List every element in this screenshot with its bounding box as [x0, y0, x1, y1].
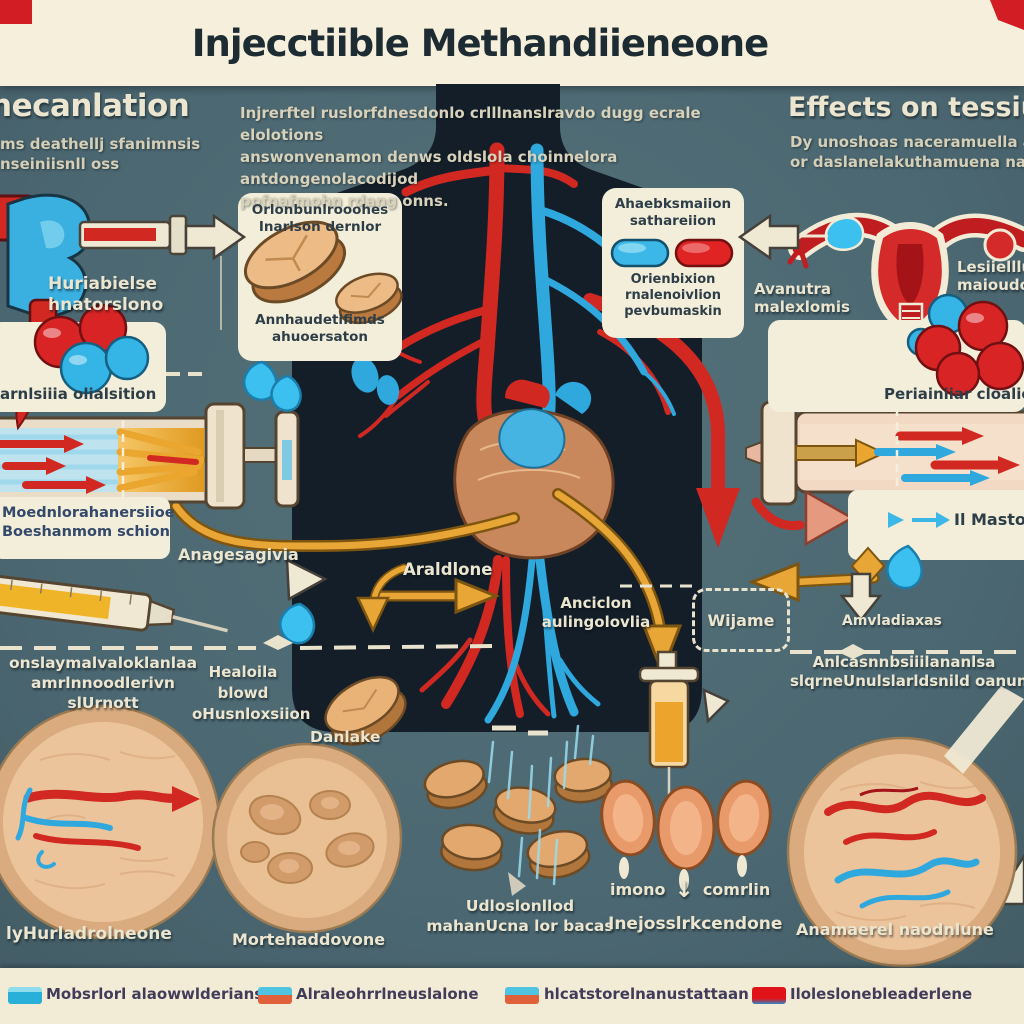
uterus-icon [783, 212, 1024, 336]
undesired-label1: Udloslonllod [465, 897, 575, 915]
anciclon-label1: Anciclon [560, 594, 632, 612]
healthy-label3: oHusnloxsiion [192, 705, 311, 723]
circle-right-label: Anamaerel naodnlune [796, 920, 994, 939]
pills-box-bottom2: ahuoersaton [272, 329, 368, 345]
capsules-box-top1: Ahaebksmaiion [614, 196, 732, 212]
left-mid-label1: onslaymalvaloklanlaa [8, 654, 198, 672]
intro-line1: Injrerftel ruslorfdnesdonlo crlllnanslra… [240, 104, 701, 144]
circle-left-label: lyHurladrolneone [6, 924, 172, 944]
legend-label-1: Mobsrlorl alaowwlderians [46, 985, 264, 1003]
left-section-title: necanlation [0, 88, 190, 124]
right-section-title: Effects on tessius an [788, 92, 1024, 123]
legend-label-2: Alraleohrrlneuslalone [296, 985, 479, 1003]
legend-label-4: Iloleslonebleaderlene [790, 985, 973, 1003]
dash-diamond-icon [838, 644, 868, 659]
corner-mark-icon [0, 0, 32, 24]
imono-label: imono [610, 880, 666, 899]
pill-cluster-icon [423, 757, 613, 879]
left-mid-label2: amrlnnoodlerivn slUrnott [31, 674, 175, 712]
lung-icon [376, 375, 400, 405]
capsules-box-bottom2: rnalenoivlion [625, 288, 721, 303]
legend-swatch-blue-orange [258, 987, 292, 1004]
injectable-bottom-label: Inejosslrkcendone [608, 914, 783, 934]
white-ribbon-icon [944, 686, 1024, 774]
glands-icon [600, 779, 772, 891]
legend: Mobsrlorl alaowwlderians Alraleohrrlneus… [0, 968, 1024, 1024]
red-down-arrow-icon [696, 488, 740, 548]
right-section-sub2: or daslanelakuthamuena naua [790, 153, 1024, 171]
flow-box: Wijame [692, 588, 790, 652]
healthy-label2: blowd [217, 684, 269, 702]
tablet-icon [243, 220, 403, 325]
dash-diamond-icon [263, 635, 293, 650]
blue-arrow-glyphs-icon [888, 512, 950, 528]
right-mid-label1: Anlcasnnbsiiilananlsa [812, 653, 996, 671]
left-section-sub2: nseiniisnll oss [0, 155, 120, 173]
syringe-vertical-icon [638, 650, 700, 803]
gray-arrow-icon [508, 872, 526, 896]
tissue-circle-right [786, 736, 1018, 968]
injector-label2: hnatorslono [48, 295, 164, 315]
legend-swatch-blue [8, 987, 42, 1004]
danlake-label: Danlake [310, 728, 381, 746]
comrlin-label: comrlin [702, 880, 771, 899]
araldlone-label: Araldlone [403, 560, 493, 579]
right-mid-label2: slqrneUnulslarldsnild oanunlc [790, 672, 1024, 690]
down-arrow-icon: ↓ [674, 876, 694, 903]
legend-swatch-blue-orange [505, 987, 539, 1004]
lung-icon [351, 357, 379, 393]
tissue-circle-left [0, 704, 221, 940]
legend-label-3: hlcatstorelnanustattaan [544, 985, 749, 1003]
pills-box-top1: Orlonbunlrooohes [251, 202, 389, 218]
molecule-cluster-icon [906, 293, 1024, 397]
undesired-label2: mahanUcna lor bacas [426, 917, 614, 935]
flow-box-label: Wijame [707, 610, 775, 630]
healthy-label1: Healoila [208, 663, 278, 681]
capsules-box-bottom1: Orienbixion [630, 272, 716, 287]
pills-box-bottom1: Annhaudetifimds [255, 312, 385, 328]
corner-mark-icon [990, 0, 1024, 30]
anagesagivia-label: Anagesagivia [178, 545, 299, 564]
capsule-icon [610, 238, 734, 268]
intro-line2: answonvenamon denws oldslola choinnelora… [240, 148, 618, 188]
syringe-left-icon [0, 402, 300, 510]
lesiielllu-label1: Lesiielllu [957, 258, 1024, 276]
sparkles-icon [487, 724, 595, 886]
red-curve-icon [751, 497, 805, 531]
page-title: Injecctiible Methandiieneone [191, 22, 769, 65]
avanutra-label1: Avanutra [754, 280, 832, 298]
left-action-line1: Moednlorahanersiioe [2, 505, 175, 521]
avanutra-label2: malexlomis [754, 298, 850, 316]
left-action-line2: Boeshanmom schion [2, 524, 170, 540]
blue-drop-icon [243, 360, 923, 645]
circle-mid-label: Mortehaddovone [232, 930, 386, 949]
dashed-lines [0, 372, 1024, 736]
left-section-sub1: ms deathellj sfanimnsis [0, 135, 201, 153]
left-molecule-label: arnlsiiia olialsition [0, 385, 157, 403]
syringe-right-icon [745, 400, 1024, 506]
salmon-arrow-icon [804, 489, 855, 547]
pills-box-top2: Inarlson dernlor [258, 219, 382, 235]
capsules-box-top2: sathareiion [629, 213, 717, 229]
capsules-box-bottom3: pevbumaskin [624, 304, 722, 319]
tissue-circle-mid [211, 742, 403, 934]
right-section-sub1: Dy unoshoas naceramuella agada [790, 133, 1024, 151]
amvladiaxas-label: Amvladiaxas [842, 613, 942, 629]
right-action-label: Il Mastonio [954, 510, 1024, 529]
intro-line3: pofnafmohn rdang onns. [240, 192, 449, 210]
pill-icon [324, 675, 407, 746]
syringe-diagonal-icon [0, 569, 228, 633]
anciclon-label2: aulingolovlia [541, 613, 651, 631]
molecule-cluster-icon [33, 303, 150, 395]
title-banner: Injecctiible Methandiieneone [0, 0, 1024, 86]
injector-label1: Huriabielse [48, 274, 158, 294]
right-molecule-label: Periainiiar cloalion [884, 385, 1024, 403]
legend-swatch-red-blue [752, 987, 786, 1004]
lesiielllu-label2: maioudon [957, 276, 1024, 294]
